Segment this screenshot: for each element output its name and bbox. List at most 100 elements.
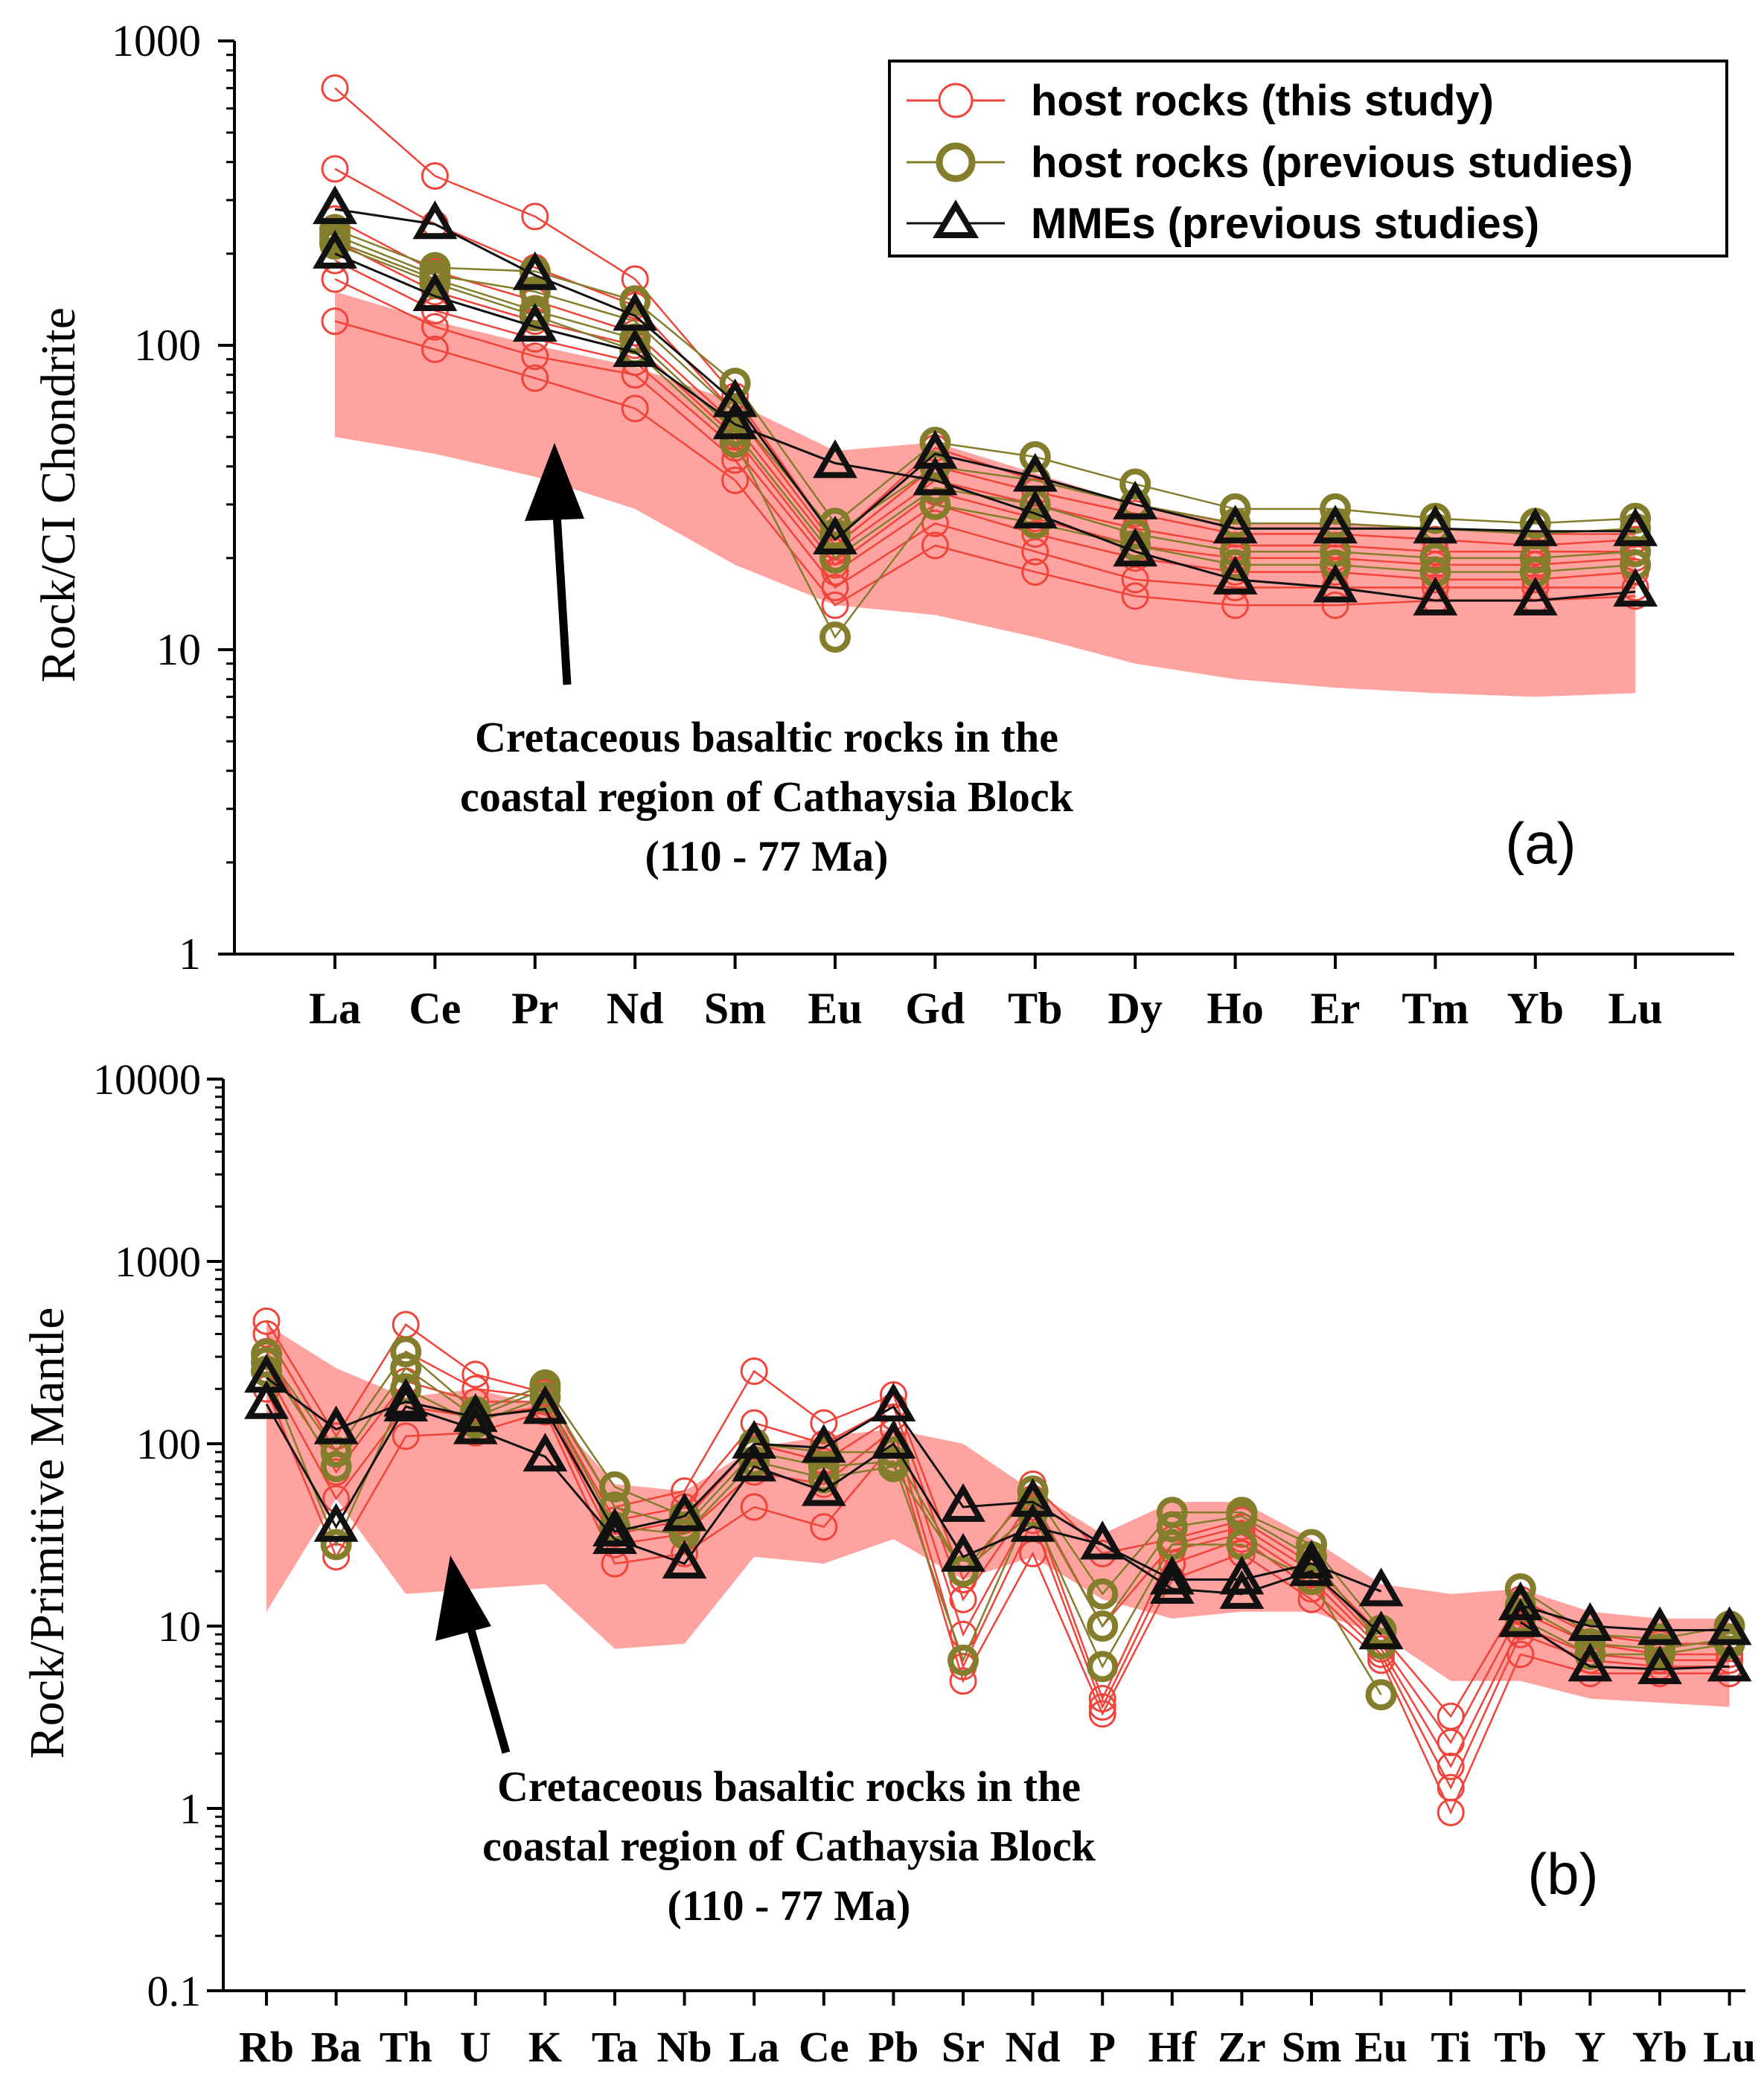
panel-b-point-mme (1707, 1606, 1752, 1645)
panel-a-arrow-head (525, 443, 584, 521)
panel-b-band-annotation: Cretaceous basaltic rocks in the coastal… (435, 1555, 1096, 1930)
panel-b-point-previous (320, 1450, 352, 1482)
panel-a-point-this-study (321, 155, 349, 183)
panel-b-point-mme (941, 1532, 985, 1572)
panel-b-xtick-label: U (460, 2023, 491, 2071)
panel-a-point-this-study (921, 531, 949, 560)
panel-b-point-this-study (392, 1422, 420, 1450)
panel-b-point-previous (947, 1644, 979, 1676)
panel-b-point-mme (453, 1405, 498, 1444)
panel-a-point-mme (613, 328, 658, 368)
panel-a-point-this-study (721, 466, 750, 494)
panel-a-point-mme (1413, 576, 1458, 616)
panel-b-xtick-label: Ce (799, 2023, 849, 2071)
panel-b-xtick-label: Th (380, 2023, 432, 2071)
panel-b-point-this-study (1088, 1693, 1116, 1721)
panel-a-xtick-label: Dy (1108, 984, 1163, 1033)
legend-box (888, 60, 1728, 257)
panel-a-series-mme-1 (313, 229, 1658, 616)
panel-b-point-mme (1707, 1642, 1752, 1682)
panel-a-point-mme (313, 229, 357, 269)
panel-b-band (266, 1324, 1730, 1707)
panel-a-point-this-study (621, 265, 649, 293)
panel-b-point-this-study (1437, 1753, 1465, 1781)
panel-a-point-previous (719, 426, 751, 458)
panel-b-xtick-label: La (729, 2023, 779, 2071)
panel-b-xtick-label: Sm (1282, 2023, 1342, 2071)
panel-a-point-this-study (421, 335, 449, 363)
panel-a-point-mme (1413, 505, 1458, 544)
panel-b-point-mme (1219, 1570, 1265, 1609)
panel-b-series-line (265, 1388, 1730, 1815)
panel-b-series-line (1520, 1587, 1730, 1640)
panel-a-point-this-study (521, 364, 549, 392)
panel-b-xtick-label: Nd (1006, 2023, 1061, 2071)
panel-b-point-mme (1637, 1606, 1682, 1645)
panel-a-point-previous (1320, 548, 1351, 580)
panel-b-band-label-line2: coastal region of Cathaysia Block (482, 1822, 1096, 1870)
panel-b-xtick-label: Zr (1218, 2023, 1265, 2071)
panel-a-point-mme (1512, 576, 1558, 616)
panel-a-point-previous (819, 621, 851, 653)
panel-b-point-mme (662, 1540, 707, 1579)
panel-a-ytick-label: 1 (179, 930, 201, 979)
panel-b-series-line (1520, 1604, 1730, 1650)
panel-b-ytick-label: 10 (158, 1602, 201, 1651)
panel-b-xtick-label: Ti (1431, 2023, 1471, 2071)
panel-b-point-this-study (1506, 1640, 1535, 1669)
panel-b-point-mme (871, 1419, 916, 1459)
panel-a-point-this-study (421, 161, 449, 190)
panel-a-point-this-study (1321, 591, 1349, 619)
panel-a-point-mme (613, 292, 658, 331)
panel-a-point-mme (412, 272, 458, 312)
panel-b-point-mme (1010, 1503, 1055, 1542)
panel-b-xtick-label: Lu (1703, 2023, 1756, 2071)
panel-a-ytick-label: 1000 (112, 16, 201, 65)
panel-b-xtick-label: Eu (1355, 2023, 1407, 2071)
panel-a-ytick-label: 100 (134, 321, 201, 370)
panel-a-series-mme-0 (313, 185, 1658, 555)
panel-b-xtick-label: P (1089, 2023, 1115, 2071)
panel-b-point-this-study (740, 1493, 768, 1521)
panel-a-series-line (334, 278, 1636, 589)
panel-a-xtick-label: Lu (1608, 984, 1663, 1033)
panel-a-band-label-line3: (110 - 77 Ma) (645, 832, 889, 880)
panel-a-xtick-label: Er (1311, 984, 1361, 1033)
panel-b-point-mme (244, 1380, 289, 1419)
panel-a-point-mme (1212, 505, 1258, 544)
panel-b-point-previous (1365, 1679, 1397, 1711)
panel-b-xtick-label: K (528, 2023, 562, 2071)
panel-a-series-line (334, 240, 1636, 566)
panel-a-point-this-study (521, 202, 549, 231)
panel-a-band-annotation: Cretaceous basaltic rocks in the coastal… (460, 443, 1074, 880)
panel-b-point-mme (801, 1424, 846, 1463)
panel-b-point-mme (871, 1382, 916, 1421)
panel-b-xtick-label: Rb (239, 2023, 294, 2071)
panel-a-series-this_study-6 (321, 307, 1649, 619)
panel-a-point-mme (1512, 507, 1558, 546)
panel-a-series-line (334, 320, 1636, 607)
panel-a-point-this-study (1121, 582, 1149, 610)
panel-a-band (335, 291, 1636, 697)
panel-b-point-mme (941, 1482, 985, 1522)
legend-this-study-marker-icon (938, 83, 974, 118)
panel-a-ytick-label: 10 (156, 625, 201, 674)
panel-b-point-mme (1358, 1567, 1404, 1607)
panel-b-ticks: 0.1 1 10 100 1000 10000 Rb Ba Th U K Ta Nb La Ce Pb Sr Nd… (93, 1055, 1756, 2071)
panel-b-series-line (266, 1377, 1382, 1593)
panel-b-series-line (265, 1370, 1730, 1790)
panel-b-point-mme (732, 1419, 777, 1459)
panel-b-point-mme (1637, 1645, 1682, 1684)
panel-a-series-line (334, 228, 1636, 525)
panel-a-xtick-label: Yb (1506, 984, 1564, 1033)
legend-item-mme: MMEs (previous studies) (907, 199, 1539, 248)
panel-a-point-mme (1012, 452, 1058, 492)
panel-b-label: (b) (1527, 1841, 1598, 1907)
panel-b-ytick-label: 100 (136, 1420, 201, 1468)
panel-a-point-this-study (821, 591, 849, 619)
panel-a-point-mme (1212, 555, 1258, 595)
panel-b-point-this-study (740, 1409, 768, 1437)
panel-a-point-mme (512, 251, 557, 290)
panel-b-point-previous (1087, 1610, 1119, 1642)
